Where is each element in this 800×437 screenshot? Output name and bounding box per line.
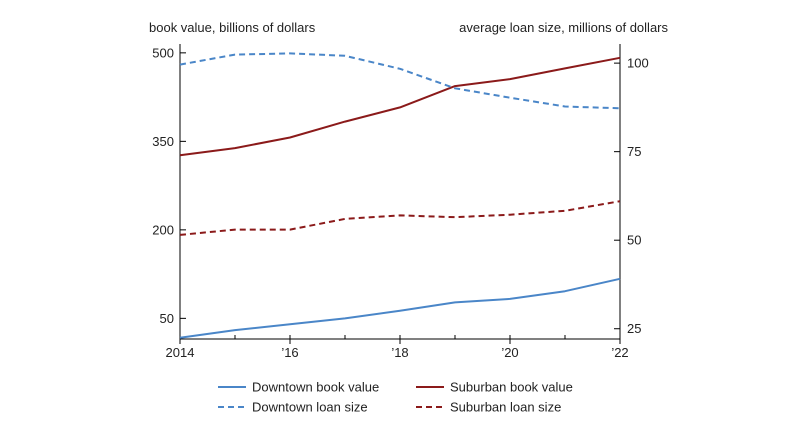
right-axis-ticks: 25 50 75 100 — [614, 56, 649, 336]
left-axis-ticks: 50 200 350 500 — [152, 45, 186, 326]
series-downtown-book-value — [179, 277, 621, 339]
left-axis-label: book value, billions of dollars — [149, 20, 316, 35]
legend-label-downtown-book-value: Downtown book value — [252, 380, 379, 395]
left-tick-label-500: 500 — [152, 45, 174, 60]
x-tick-label-2018: ’18 — [391, 345, 408, 360]
right-tick-label-25: 25 — [627, 321, 641, 336]
legend-label-suburban-loan-size: Suburban loan size — [450, 400, 561, 415]
right-tick-label-100: 100 — [627, 56, 649, 71]
series-suburban-loan-size — [179, 200, 621, 236]
right-tick-label-50: 50 — [627, 233, 641, 248]
series-suburban-book-value — [179, 56, 621, 157]
x-tick-label-2020: ’20 — [501, 345, 518, 360]
x-axis-ticks: 2014 ’16 ’18 ’20 ’22 — [166, 335, 629, 360]
x-tick-label-2022: ’22 — [611, 345, 628, 360]
x-tick-label-2014: 2014 — [166, 345, 195, 360]
legend: Downtown book value Suburban book value Do… — [218, 380, 573, 415]
right-axis-label: average loan size, millions of dollars — [459, 20, 668, 35]
series-lines — [179, 52, 621, 339]
legend-label-suburban-book-value: Suburban book value — [450, 380, 573, 395]
series-downtown-loan-size — [179, 52, 621, 110]
x-tick-label-2016: ’16 — [281, 345, 298, 360]
left-tick-label-50: 50 — [160, 311, 174, 326]
right-tick-label-75: 75 — [627, 144, 641, 159]
left-tick-label-350: 350 — [152, 134, 174, 149]
left-tick-label-200: 200 — [152, 222, 174, 237]
legend-label-downtown-loan-size: Downtown loan size — [252, 400, 368, 415]
